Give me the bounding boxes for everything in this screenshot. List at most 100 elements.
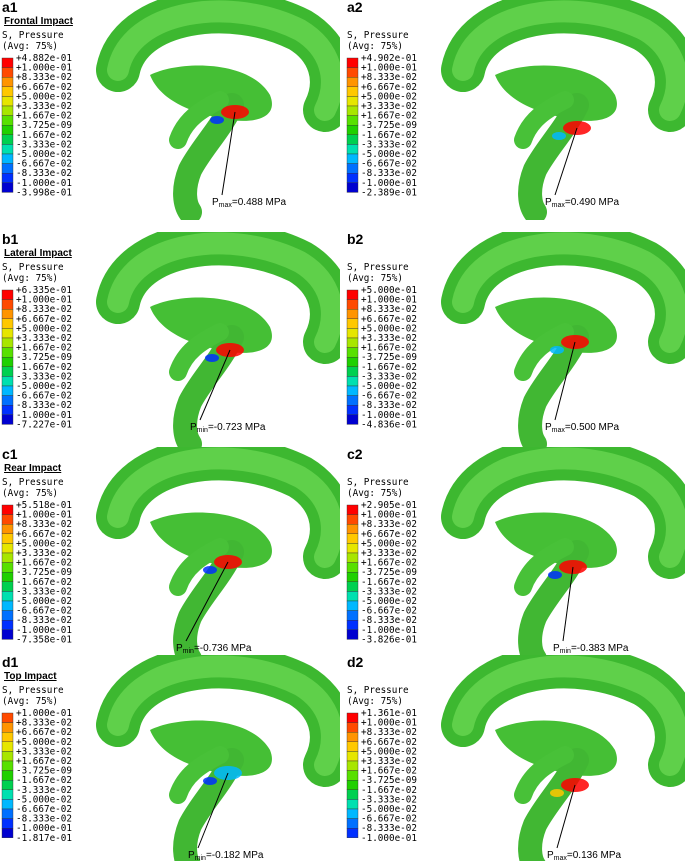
stress-hotspot — [552, 132, 566, 140]
legend-swatch — [346, 504, 359, 515]
annotation-line — [556, 784, 576, 849]
legend-swatch — [346, 571, 359, 582]
panel: a2 S, Pressure(Avg: 75%)+4.902e-01+1.000e… — [346, 0, 677, 212]
legend-swatch — [1, 299, 14, 310]
legend-swatch — [1, 504, 14, 515]
legend-title: S, Pressure — [347, 262, 409, 273]
legend-value: -1.667e-02 — [361, 577, 417, 588]
legend-swatch — [346, 299, 359, 310]
stress-hotspot — [550, 789, 564, 797]
legend-value: -1.667e-02 — [16, 775, 72, 786]
legend-swatch — [1, 610, 14, 621]
legend-value: +5.000e-01 — [361, 285, 417, 296]
legend-swatch — [346, 562, 359, 573]
panel: c2 S, Pressure(Avg: 75%)+2.905e-01+1.000e… — [346, 446, 677, 659]
annotation-subscript: min — [195, 855, 206, 861]
legend-swatch — [346, 76, 359, 87]
legend-title: (Avg: 75%) — [2, 488, 58, 499]
legend-value: -3.725e-09 — [16, 352, 72, 363]
legend-value: -8.333e-02 — [16, 168, 72, 179]
legend-swatch — [1, 404, 14, 415]
annotation-value: =-0.723 MPa — [208, 422, 266, 433]
legend-title: S, Pressure — [2, 262, 64, 273]
legend-swatch — [1, 376, 14, 387]
legend-swatch — [1, 712, 14, 723]
legend-value: -6.667e-02 — [361, 606, 417, 617]
panel-label: d1 — [2, 654, 19, 670]
legend-swatch — [346, 808, 359, 819]
legend-value: -1.667e-02 — [361, 130, 417, 141]
legend-value: -4.836e-01 — [361, 419, 417, 430]
annotation-value: =-0.736 MPa — [194, 643, 252, 654]
legend-value: -3.725e-09 — [16, 120, 72, 131]
legend-value: -3.333e-02 — [16, 785, 72, 796]
legend-value: +8.333e-02 — [16, 72, 72, 83]
legend-title: (Avg: 75%) — [347, 696, 403, 707]
legend-value: -6.667e-02 — [361, 391, 417, 402]
impact-title: Top Impact — [4, 671, 57, 682]
legend-value: +6.667e-02 — [361, 314, 417, 325]
legend-swatch — [1, 571, 14, 582]
legend-value: -5.000e-02 — [16, 794, 72, 805]
legend-title: S, Pressure — [2, 685, 64, 696]
legend-value: +8.333e-02 — [361, 72, 417, 83]
annotation-line — [199, 349, 231, 421]
legend-value: +5.000e-02 — [16, 91, 72, 102]
legend-swatch — [346, 741, 359, 752]
brain-model — [463, 666, 677, 861]
legend-value: +1.000e-01 — [361, 718, 417, 729]
legend-value: -5.000e-02 — [361, 804, 417, 815]
legend-swatch — [346, 96, 359, 107]
legend-value: -1.667e-02 — [361, 785, 417, 796]
legend-swatch — [346, 779, 359, 790]
legend-swatch — [1, 722, 14, 733]
impact-title: Rear Impact — [4, 463, 62, 474]
legend-swatch — [346, 57, 359, 68]
legend-swatch — [346, 124, 359, 135]
legend-value: -1.000e-01 — [16, 178, 72, 189]
legend-swatch — [346, 86, 359, 97]
legend-value: -1.000e-01 — [361, 833, 417, 844]
impact-title: Lateral Impact — [4, 248, 72, 259]
legend-value: -5.000e-02 — [16, 596, 72, 607]
legend-value: +6.667e-02 — [16, 727, 72, 738]
legend-value: +8.333e-02 — [361, 304, 417, 315]
legend-swatch — [1, 799, 14, 810]
legend-value: +2.905e-01 — [361, 500, 417, 511]
legend-value: -5.000e-02 — [361, 596, 417, 607]
legend-value: +6.667e-02 — [361, 529, 417, 540]
legend-value: +8.333e-02 — [16, 519, 72, 530]
legend-swatch — [1, 144, 14, 155]
legend-value: -6.667e-02 — [16, 159, 72, 170]
legend-swatch — [346, 514, 359, 525]
annotation-line — [562, 566, 574, 642]
legend-swatch — [346, 404, 359, 415]
brain-model — [118, 666, 332, 861]
legend-swatch — [346, 328, 359, 339]
legend-title: S, Pressure — [347, 30, 409, 41]
legend-swatch — [346, 760, 359, 771]
legend-value: +3.333e-02 — [361, 333, 417, 344]
legend-value: -1.000e-01 — [16, 410, 72, 421]
legend-value: +1.000e-01 — [361, 510, 417, 521]
legend-swatch — [1, 760, 14, 771]
legend-swatch — [1, 96, 14, 107]
legend-value: -3.725e-09 — [361, 120, 417, 131]
panel-label: d2 — [347, 654, 364, 670]
annotation: Pmin=-0.182 MPa — [188, 850, 264, 861]
panel: b2 S, Pressure(Avg: 75%)+5.000e-01+1.000e… — [346, 231, 677, 444]
legend-value: +1.000e-01 — [16, 63, 72, 74]
legend-swatch — [1, 562, 14, 573]
legend-swatch — [1, 289, 14, 300]
legend-swatch — [1, 591, 14, 602]
legend-swatch — [346, 731, 359, 742]
legend-value: -1.667e-02 — [16, 130, 72, 141]
legend-value: +3.333e-02 — [361, 101, 417, 112]
legend-value: -8.333e-02 — [361, 615, 417, 626]
legend-value: +3.333e-02 — [16, 333, 72, 344]
annotation-subscript: min — [183, 648, 194, 655]
legend-swatch — [346, 591, 359, 602]
legend-swatch — [346, 105, 359, 116]
annotation-subscript: max — [552, 202, 566, 209]
